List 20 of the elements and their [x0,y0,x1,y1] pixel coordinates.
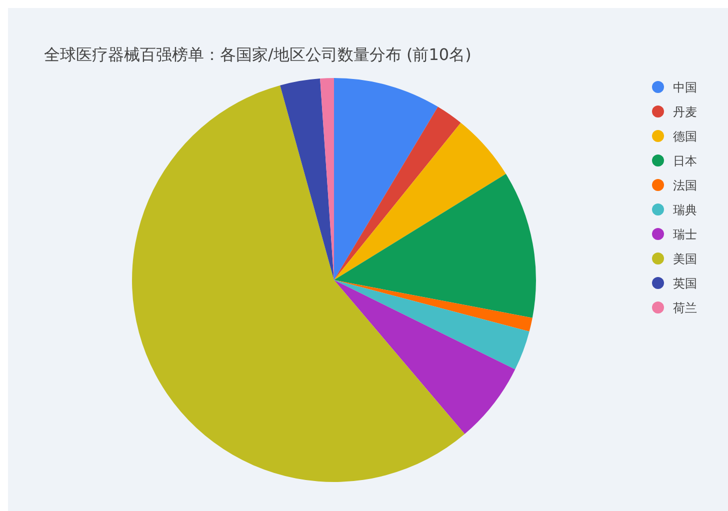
legend-label: 丹麦 [673,105,697,119]
pie-slice [334,174,536,318]
chart-title: 全球医疗器械百强榜单：各国家/地区公司数量分布 (前10名) [44,45,472,64]
legend-label: 美国 [673,252,697,266]
legend-label: 瑞典 [673,203,697,217]
pie-slice [334,122,506,280]
pie-slice [334,78,438,280]
legend-label: 英国 [673,276,697,290]
legend-label: 瑞士 [673,228,697,242]
legend-label: 日本 [673,154,697,168]
pie-slice [280,78,334,280]
legend-label: 中国 [673,80,697,94]
pie-slice [334,106,461,280]
pie-slice [334,280,530,370]
legend-label: 德国 [673,130,697,144]
legend-label: 法国 [673,178,697,192]
pie-slice [334,280,532,332]
pie-slice [132,85,465,482]
legend-label: 荷兰 [673,301,697,315]
pie-slice [334,280,516,434]
